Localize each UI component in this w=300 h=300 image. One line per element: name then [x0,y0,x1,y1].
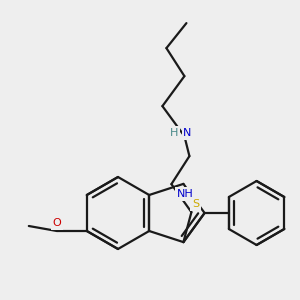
Text: O: O [52,218,61,228]
Text: N: N [183,128,192,138]
Text: H: H [170,128,178,138]
Text: NH: NH [177,189,194,199]
Text: S: S [192,199,199,209]
